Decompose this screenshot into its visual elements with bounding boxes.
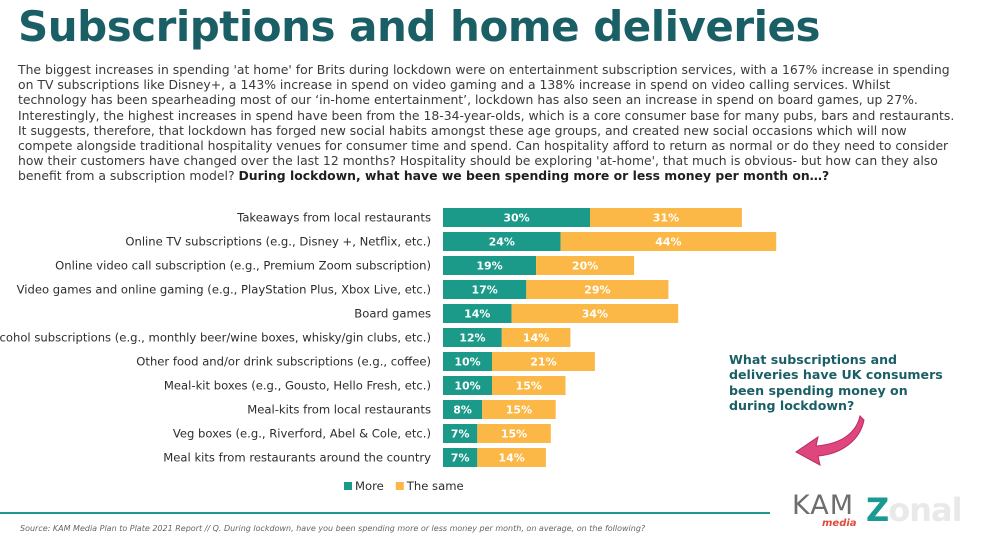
category-label: Online TV subscriptions (e.g., Disney +,… <box>125 235 431 249</box>
bar-segment-more <box>443 376 492 395</box>
category-label: Meal-kits from local restaurants <box>247 403 431 417</box>
data-label: 44% <box>655 236 681 249</box>
kam-logo-text: KAM <box>792 490 854 521</box>
category-label: Video games and online gaming (e.g., Pla… <box>17 283 431 297</box>
data-label: 21% <box>530 356 556 369</box>
kam-logo: KAM <box>792 490 854 521</box>
source-note: Source: KAM Media Plan to Plate 2021 Rep… <box>20 524 646 533</box>
data-label: 10% <box>454 380 480 393</box>
legend-label: More <box>355 479 384 493</box>
bar-segment-more <box>443 448 478 467</box>
legend-swatch-more <box>344 482 352 490</box>
bars-layer: Takeaways from local restaurants 30% 31% On… <box>0 208 777 467</box>
data-label: 20% <box>572 260 598 273</box>
category-label: Meal kits from restaurants around the co… <box>163 451 431 465</box>
legend-label: The same <box>406 479 464 493</box>
data-label: 10% <box>454 356 480 369</box>
data-label: 15% <box>506 404 532 417</box>
bar-segment-the-same <box>511 304 679 323</box>
data-label: 14% <box>523 332 549 345</box>
data-label: 19% <box>476 260 502 273</box>
bar-segment-the-same <box>536 256 635 275</box>
bar-segment-the-same <box>477 424 551 443</box>
category-label: Other food and/or drink subscriptions (e… <box>136 355 431 369</box>
data-label: 24% <box>489 236 515 249</box>
data-label: 7% <box>451 428 470 441</box>
data-label: 30% <box>503 212 529 225</box>
intro-paragraph: The biggest increases in spending 'at ho… <box>18 62 958 184</box>
pointer-arrow-icon <box>795 415 865 466</box>
bar-segment-more <box>443 304 512 323</box>
bar-segment-more <box>443 256 537 275</box>
bar-segment-more <box>443 352 492 371</box>
data-label: 7% <box>451 452 470 465</box>
bar-segment-the-same <box>590 208 742 227</box>
data-label: 29% <box>584 284 610 297</box>
data-label: 31% <box>653 212 679 225</box>
bar-segment-the-same <box>492 376 566 395</box>
callout-text: What subscriptions and deliveries have U… <box>729 352 943 414</box>
data-label: 15% <box>516 380 542 393</box>
data-label: 8% <box>453 404 472 417</box>
survey-question: During lockdown, what have we been spend… <box>238 168 830 184</box>
data-label: 34% <box>582 308 608 321</box>
zonal-logo: Zonal <box>866 491 963 529</box>
bar-segment-more <box>443 280 527 299</box>
category-label: Board games <box>354 307 431 321</box>
data-label: 14% <box>464 308 490 321</box>
intro-body: The biggest increases in spending 'at ho… <box>18 62 955 184</box>
bar-segment-the-same <box>477 448 546 467</box>
footer-divider <box>0 512 770 514</box>
chart-legend: More The same <box>344 479 464 493</box>
bar-segment-the-same <box>560 232 777 251</box>
bar-segment-more <box>443 208 590 227</box>
bar-segment-the-same <box>526 280 669 299</box>
bar-segment-the-same <box>482 400 556 419</box>
data-label: 17% <box>471 284 497 297</box>
zonal-logo-rest: onal <box>888 491 962 529</box>
data-label: 14% <box>498 452 524 465</box>
data-label: 15% <box>501 428 527 441</box>
category-label: Veg boxes (e.g., Riverford, Abel & Cole,… <box>173 427 431 441</box>
bar-segment-the-same <box>492 352 595 371</box>
kam-media-logo: media <box>822 518 857 529</box>
bar-segment-more <box>443 424 478 443</box>
legend-swatch-the-same <box>395 482 404 490</box>
category-label: Meal-kit boxes (e.g., Gousto, Hello Fres… <box>164 379 431 393</box>
stacked-bar-chart: Takeaways from local restaurants 30% 31% On… <box>0 208 777 493</box>
bar-segment-more <box>443 328 502 347</box>
zonal-logo-z: Z <box>866 491 889 529</box>
page-title: Subscriptions and home deliveries <box>18 2 821 51</box>
data-label: 12% <box>459 332 485 345</box>
bar-segment-more <box>443 400 483 419</box>
category-label: Online video call subscription (e.g., Pr… <box>55 259 431 273</box>
bar-segment-the-same <box>501 328 571 347</box>
category-label: Alcohol subscriptions (e.g., monthly bee… <box>0 331 431 345</box>
bar-segment-more <box>443 232 561 251</box>
category-label: Takeaways from local restaurants <box>236 211 431 225</box>
